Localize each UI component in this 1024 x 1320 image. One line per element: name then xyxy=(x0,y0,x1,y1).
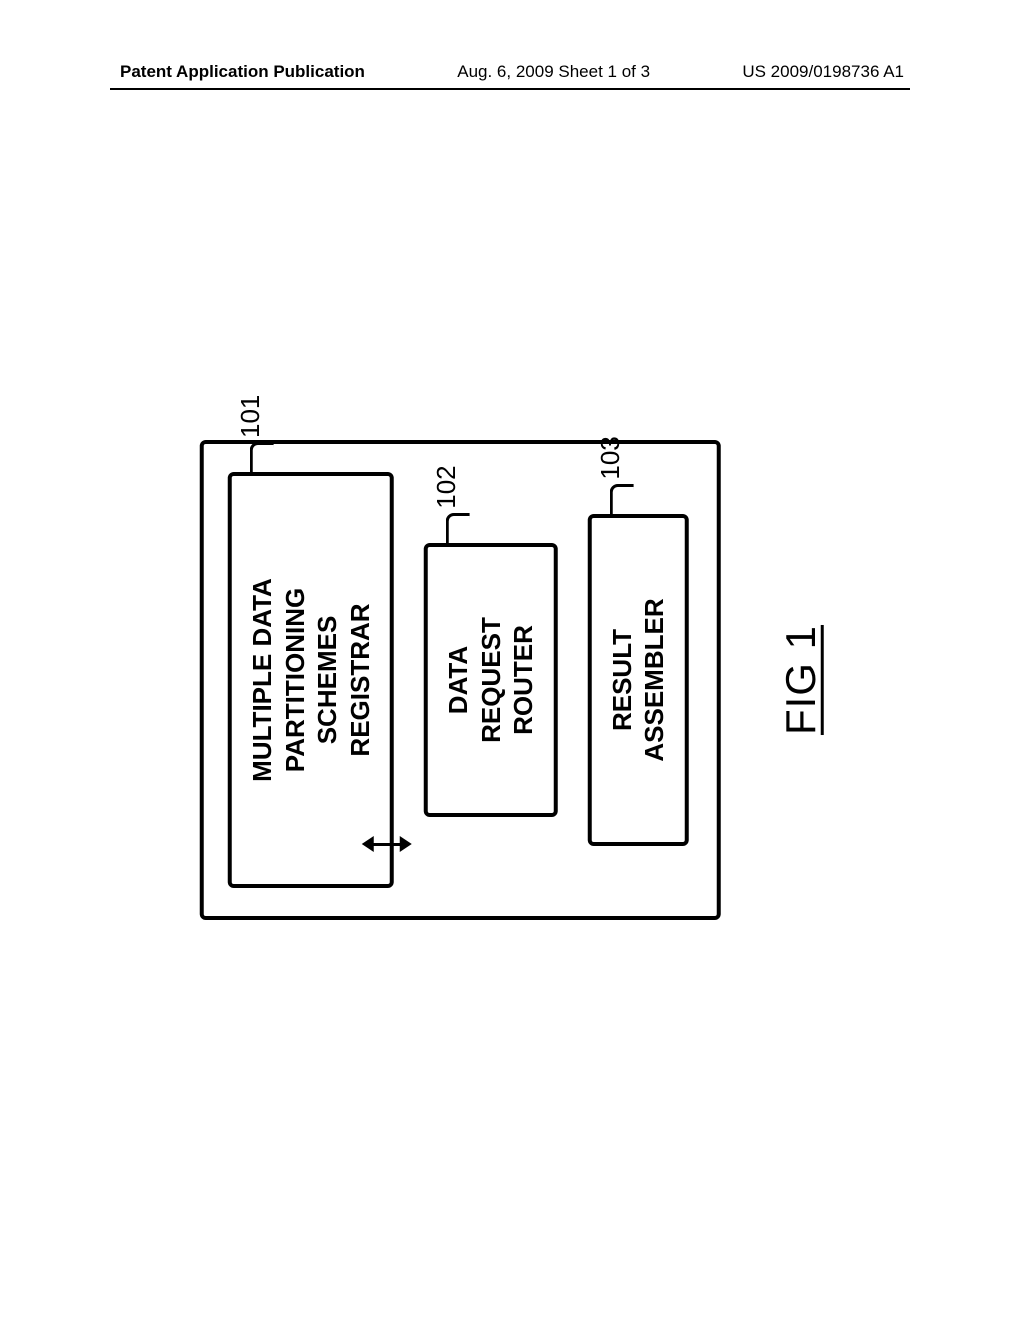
ref-number: 101 xyxy=(234,395,267,438)
ref-line xyxy=(609,484,633,518)
ref-number: 103 xyxy=(593,436,626,479)
header-center: Aug. 6, 2009 Sheet 1 of 3 xyxy=(457,62,650,82)
block-line: REGISTRAR xyxy=(343,486,376,874)
router-block: DATA REQUEST ROUTER 102 xyxy=(424,543,558,818)
block-line: REQUEST xyxy=(474,557,507,804)
block-line: RESULT xyxy=(605,528,638,833)
registrar-block: MULTIPLE DATA PARTITIONING SCHEMES REGIS… xyxy=(228,472,394,888)
ref-line xyxy=(250,442,274,476)
header-left: Patent Application Publication xyxy=(120,62,365,82)
double-arrow-icon xyxy=(372,843,402,846)
block-line: ASSEMBLER xyxy=(638,528,671,833)
block-line: PARTITIONING xyxy=(278,486,311,874)
system-frame: MULTIPLE DATA PARTITIONING SCHEMES REGIS… xyxy=(200,440,721,920)
figure-container: MULTIPLE DATA PARTITIONING SCHEMES REGIS… xyxy=(200,440,825,920)
ref-leader: 102 xyxy=(436,465,470,546)
ref-number: 102 xyxy=(430,465,463,508)
block-line: SCHEMES xyxy=(311,486,344,874)
ref-line xyxy=(446,513,470,547)
figure-1: MULTIPLE DATA PARTITIONING SCHEMES REGIS… xyxy=(200,440,825,920)
block-line: DATA xyxy=(442,557,475,804)
header-divider xyxy=(110,88,910,90)
figure-label: FIG 1 xyxy=(776,440,824,920)
ref-leader: 101 xyxy=(240,395,274,476)
ref-leader: 103 xyxy=(599,436,633,517)
header-right: US 2009/0198736 A1 xyxy=(742,62,904,82)
assembler-block: RESULT ASSEMBLER 103 xyxy=(587,514,688,847)
page-header: Patent Application Publication Aug. 6, 2… xyxy=(0,62,1024,82)
block-line: MULTIPLE DATA xyxy=(246,486,279,874)
block-line: ROUTER xyxy=(507,557,540,804)
